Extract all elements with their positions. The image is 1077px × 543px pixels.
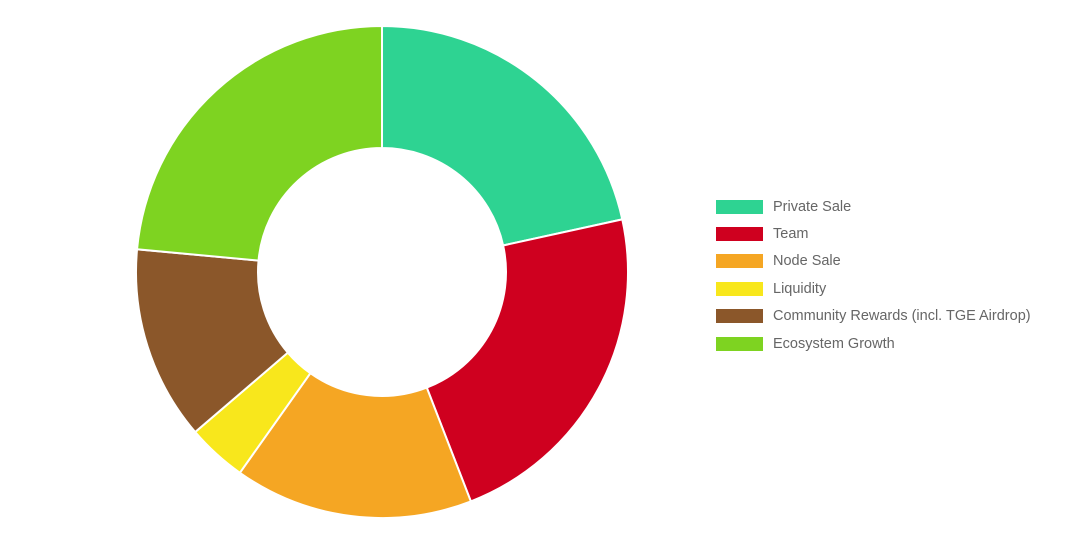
legend-label-team: Team: [773, 226, 809, 243]
slice-private-sale[interactable]: [381, 24, 624, 247]
chart-legend: Private Sale Team Node Sale Liquidity Co…: [716, 193, 1031, 357]
legend-swatch-ecosystem-growth: [716, 336, 763, 351]
slice-team[interactable]: [425, 218, 629, 503]
slice-node-sale[interactable]: [238, 371, 473, 519]
legend-swatch-node-sale: [716, 254, 763, 269]
legend-label-community-rewards: Community Rewards (incl. TGE Airdrop): [773, 308, 1031, 325]
legend-swatch-private-sale: [716, 199, 763, 214]
legend-item-liquidity[interactable]: Liquidity: [716, 275, 1031, 302]
legend-item-team[interactable]: Team: [716, 220, 1031, 247]
legend-label-liquidity: Liquidity: [773, 280, 827, 297]
legend-item-community-rewards[interactable]: Community Rewards (incl. TGE Airdrop): [716, 303, 1031, 330]
slice-ecosystem-growth[interactable]: [135, 24, 383, 262]
legend-swatch-liquidity: [716, 281, 763, 296]
legend-swatch-community-rewards: [716, 309, 763, 324]
legend-label-node-sale: Node Sale: [773, 253, 841, 270]
legend-swatch-team: [716, 227, 763, 242]
legend-label-private-sale: Private Sale: [773, 198, 852, 215]
legend-item-private-sale[interactable]: Private Sale: [716, 193, 1031, 220]
legend-item-ecosystem-growth[interactable]: Ecosystem Growth: [716, 330, 1031, 357]
slice-community-rewards-incl-tge-airdrop[interactable]: [135, 248, 290, 434]
legend-label-ecosystem-growth: Ecosystem Growth: [773, 335, 895, 352]
legend-item-node-sale[interactable]: Node Sale: [716, 248, 1031, 275]
